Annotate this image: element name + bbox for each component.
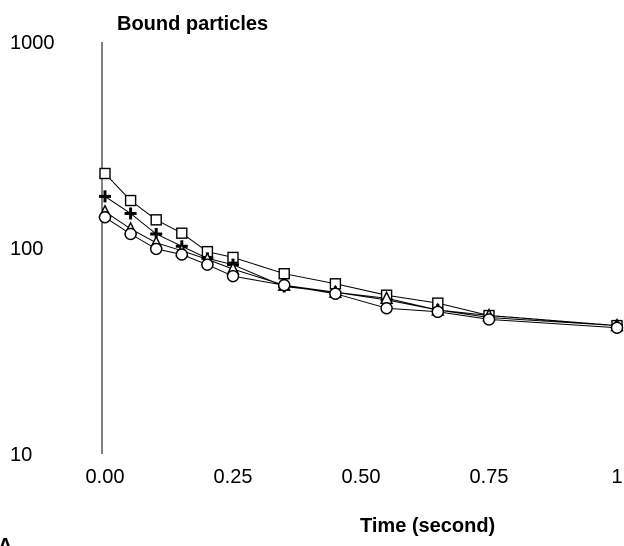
y-tick-label: 10: [10, 444, 32, 466]
data-point-circle: [98, 211, 112, 224]
data-point-circle: [482, 313, 496, 326]
chart-title: Bound particles: [117, 13, 268, 35]
data-point-circle: [610, 321, 624, 334]
data-point-square: [99, 167, 111, 180]
data-point-circle: [124, 227, 137, 241]
data-point-plus: [124, 207, 137, 220]
x-axis-label: Time (second): [360, 515, 495, 537]
y-tick-label: 1000: [10, 32, 55, 54]
x-ticks: 0.00 0.25 0.50 0.75 1: [86, 466, 623, 488]
x-tick-label: 0.75: [470, 466, 509, 488]
data-point-circle: [329, 287, 342, 300]
y-tick-label: 100: [10, 238, 43, 260]
data-point-square: [150, 214, 162, 226]
x-tick-label: 1: [611, 466, 622, 488]
data-point-circle: [278, 278, 291, 292]
y-ticks: 1000 100 10: [10, 32, 55, 466]
data-point-circle: [380, 302, 393, 315]
series-line-plus: [104, 195, 618, 327]
data-point-plus: [99, 190, 111, 203]
data-point-circle: [226, 269, 240, 283]
data-point-circle: [175, 248, 189, 261]
x-tick-label: 0.50: [342, 466, 381, 488]
x-tick-label: 0.00: [86, 466, 125, 488]
x-tick-label: 0.25: [214, 466, 253, 488]
data-point-square: [124, 194, 137, 207]
data-point-square: [176, 227, 188, 239]
series-markers: [98, 167, 624, 334]
data-point-circle: [201, 258, 214, 271]
data-point-square: [278, 268, 290, 280]
series-line-triangle: [104, 211, 618, 327]
corner-label: A: [0, 535, 12, 546]
data-point-circle: [149, 242, 163, 256]
data-point-circle: [431, 305, 444, 319]
